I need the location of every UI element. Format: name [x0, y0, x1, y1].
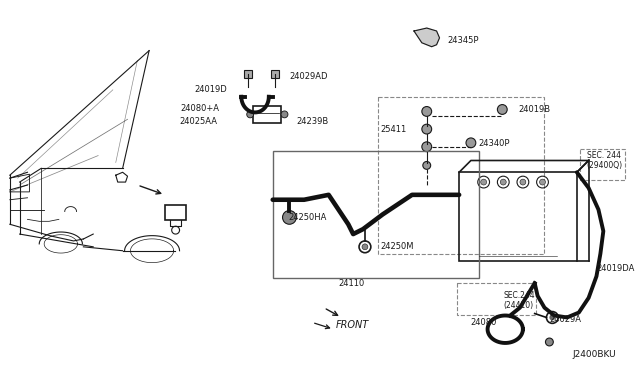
Text: 24025AA: 24025AA — [180, 117, 218, 126]
Text: (24410): (24410) — [503, 301, 533, 310]
Text: 24080: 24080 — [470, 318, 497, 327]
Bar — [165, 205, 186, 220]
Circle shape — [282, 211, 296, 224]
Bar — [253, 106, 280, 123]
Bar — [271, 70, 278, 78]
Circle shape — [520, 179, 526, 185]
Bar — [580, 149, 625, 180]
Circle shape — [497, 105, 507, 114]
Bar — [244, 70, 252, 78]
Text: 24250M: 24250M — [381, 242, 414, 251]
Text: 24019B: 24019B — [518, 105, 550, 114]
Circle shape — [466, 138, 476, 148]
Text: J2400BKU: J2400BKU — [572, 350, 616, 359]
Text: 24019DA: 24019DA — [596, 264, 635, 273]
Text: 24110: 24110 — [338, 279, 364, 288]
Circle shape — [281, 111, 288, 118]
Circle shape — [549, 314, 556, 320]
Bar — [459, 172, 577, 260]
Circle shape — [545, 338, 554, 346]
Circle shape — [540, 179, 545, 185]
Circle shape — [427, 33, 433, 39]
Text: SEC.244: SEC.244 — [503, 291, 535, 300]
Circle shape — [422, 142, 431, 152]
Bar — [273, 151, 479, 278]
Text: 24239B: 24239B — [296, 117, 328, 126]
Text: 24345P: 24345P — [447, 36, 479, 45]
Circle shape — [362, 244, 368, 250]
Circle shape — [422, 124, 431, 134]
Text: 24250HA: 24250HA — [288, 213, 326, 222]
Text: 24019D: 24019D — [195, 85, 228, 94]
Text: FRONT: FRONT — [335, 320, 369, 330]
Circle shape — [247, 111, 253, 118]
Text: 25411: 25411 — [381, 125, 407, 134]
Text: SEC. 244: SEC. 244 — [587, 151, 621, 160]
Polygon shape — [414, 28, 440, 47]
Text: (29400Q): (29400Q) — [587, 161, 623, 170]
Text: 24029A: 24029A — [549, 315, 581, 324]
Circle shape — [481, 179, 486, 185]
Text: 24340P: 24340P — [479, 140, 510, 148]
Bar — [457, 283, 536, 314]
Text: 24080+A: 24080+A — [180, 104, 220, 113]
Circle shape — [423, 161, 431, 169]
Bar — [378, 97, 545, 254]
Text: 24029AD: 24029AD — [289, 72, 328, 81]
Circle shape — [500, 179, 506, 185]
Circle shape — [422, 106, 431, 116]
